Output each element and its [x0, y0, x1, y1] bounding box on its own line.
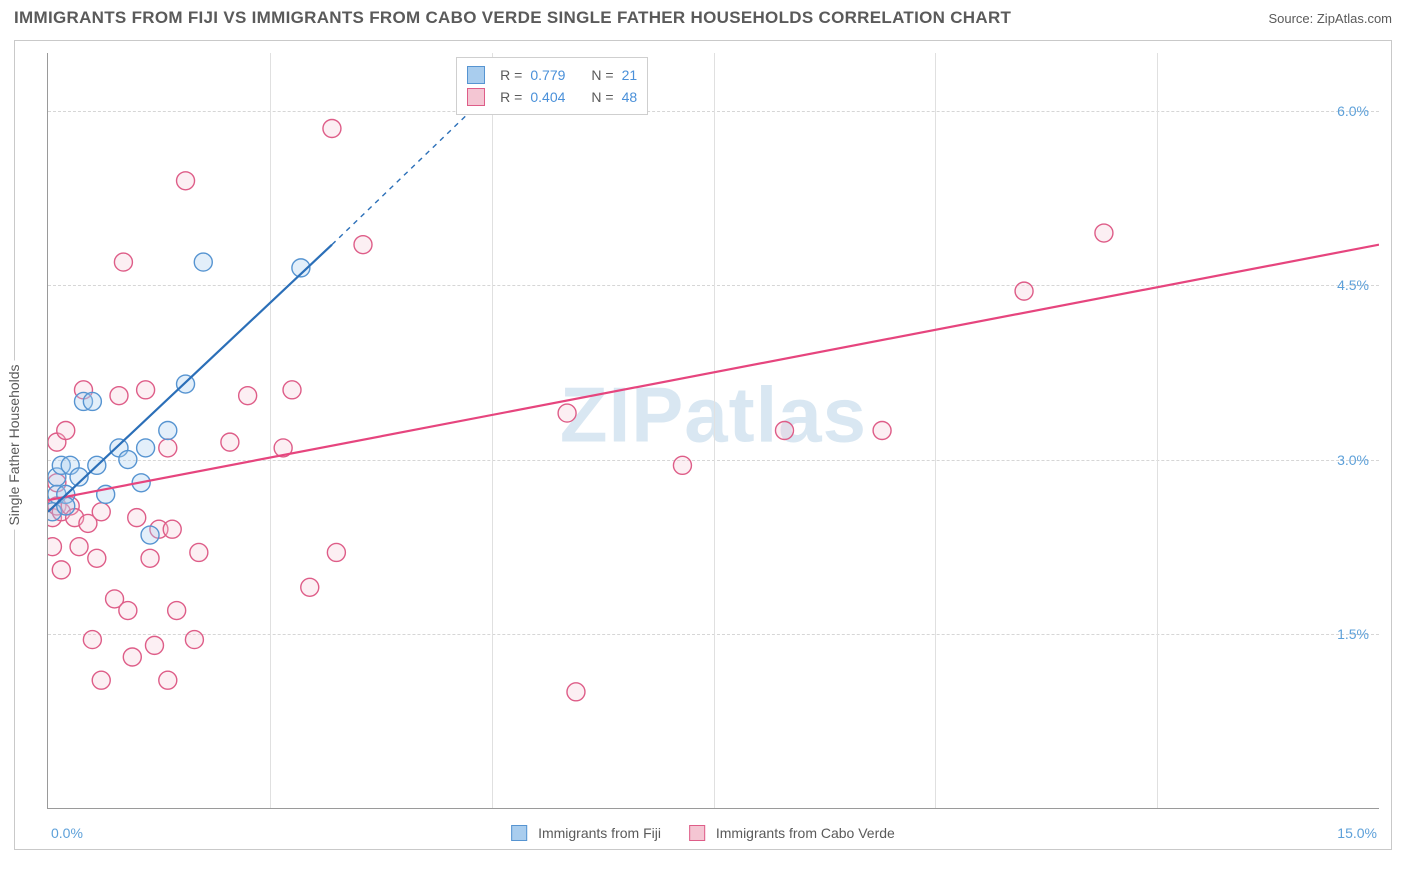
y-axis-label: Single Father Households: [6, 360, 22, 529]
n-value-cabo-verde: 48: [622, 86, 638, 108]
r-value-cabo-verde: 0.404: [530, 86, 565, 108]
legend-label-fiji: Immigrants from Fiji: [538, 825, 661, 841]
swatch-cabo-verde-icon: [467, 88, 485, 106]
r-label: R =: [500, 86, 522, 108]
legend: Immigrants from Fiji Immigrants from Cab…: [503, 823, 903, 843]
x-tick-min: 0.0%: [51, 825, 83, 841]
x-tick-max: 15.0%: [1337, 825, 1377, 841]
r-value-fiji: 0.779: [530, 64, 565, 86]
n-label: N =: [591, 86, 613, 108]
scatter-svg: [48, 53, 1379, 808]
plot-area: ZIPatlas R = 0.779 N = 21 R = 0.404 N = …: [47, 53, 1379, 809]
r-label: R =: [500, 64, 522, 86]
chart-title: IMMIGRANTS FROM FIJI VS IMMIGRANTS FROM …: [14, 8, 1011, 28]
stat-row-fiji: R = 0.779 N = 21: [467, 64, 637, 86]
legend-item-cabo-verde: Immigrants from Cabo Verde: [689, 825, 895, 841]
n-label: N =: [591, 64, 613, 86]
chart-container: Single Father Households ZIPatlas R = 0.…: [14, 40, 1392, 850]
legend-label-cabo-verde: Immigrants from Cabo Verde: [716, 825, 895, 841]
correlation-stat-box: R = 0.779 N = 21 R = 0.404 N = 48: [456, 57, 648, 115]
legend-item-fiji: Immigrants from Fiji: [511, 825, 661, 841]
swatch-cabo-verde-icon: [689, 825, 705, 841]
swatch-fiji-icon: [511, 825, 527, 841]
source-attribution: Source: ZipAtlas.com: [1268, 11, 1392, 26]
n-value-fiji: 21: [622, 64, 638, 86]
stat-row-cabo-verde: R = 0.404 N = 48: [467, 86, 637, 108]
title-bar: IMMIGRANTS FROM FIJI VS IMMIGRANTS FROM …: [0, 0, 1406, 32]
swatch-fiji-icon: [467, 66, 485, 84]
